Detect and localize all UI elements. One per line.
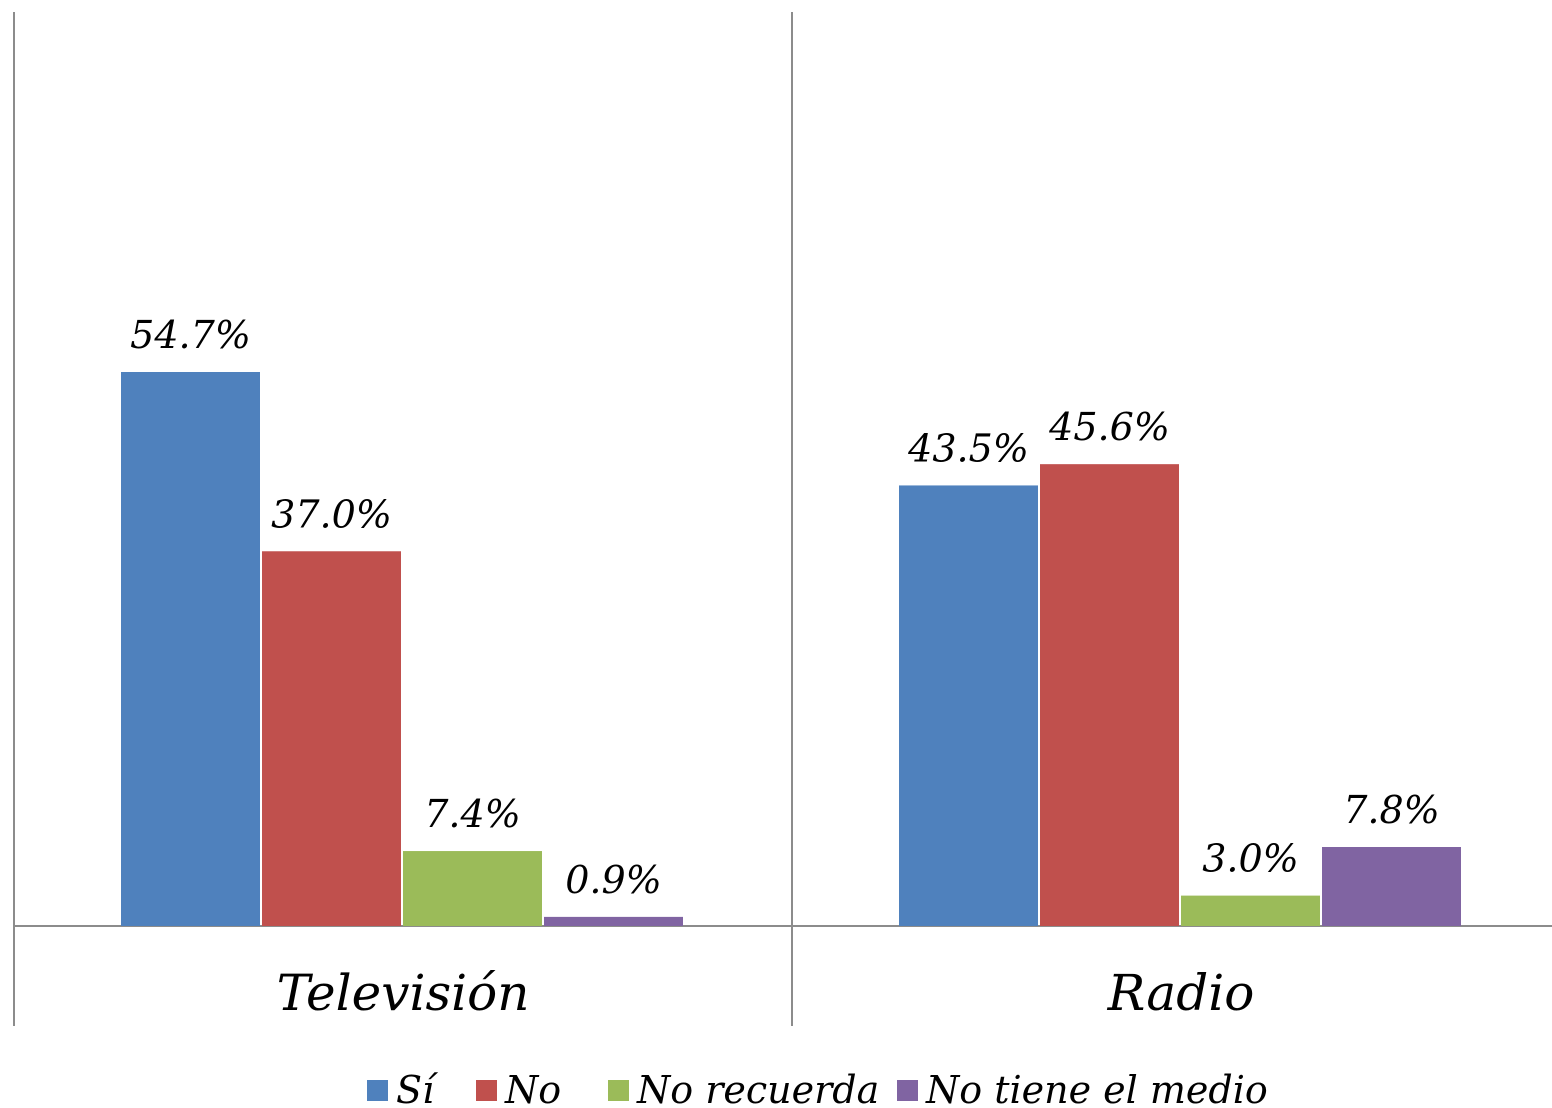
bar-value-label: 0.9% xyxy=(565,858,662,902)
bar-value-label: 54.7% xyxy=(130,313,251,357)
bar-1-2 xyxy=(1181,895,1320,926)
bar-1-3 xyxy=(1322,847,1461,926)
bar-0-2 xyxy=(403,851,542,926)
bar-value-label: 43.5% xyxy=(907,426,1029,470)
category-label: Televisión xyxy=(277,964,530,1022)
category-label: Radio xyxy=(1107,964,1255,1022)
legend-label: Sí xyxy=(396,1068,439,1108)
legend-label: No recuerda xyxy=(636,1068,879,1108)
bar-value-label: 3.0% xyxy=(1202,837,1299,881)
bar-1-0 xyxy=(899,485,1038,926)
bar-0-0 xyxy=(121,372,260,926)
bar-0-1 xyxy=(262,551,401,926)
bar-labels: 54.7% 37.0% 7.4% 0.9% 43.5% 45.6% 3.0% 7.8% xyxy=(130,313,1440,902)
legend-swatch xyxy=(476,1080,497,1101)
legend-swatch xyxy=(367,1080,388,1101)
bar-value-label: 45.6% xyxy=(1048,405,1170,449)
bar-0-3 xyxy=(544,916,683,926)
legend-label: No tiene el medio xyxy=(925,1068,1268,1108)
legend-swatch xyxy=(897,1080,918,1101)
bar-value-label: 7.4% xyxy=(424,792,521,836)
legend: Sí No No recuerda No tiene el medio xyxy=(367,1068,1268,1108)
bar-value-label: 7.8% xyxy=(1343,788,1440,832)
legend-swatch xyxy=(608,1080,629,1101)
legend-label: No xyxy=(504,1068,561,1108)
bar-value-label: 37.0% xyxy=(271,492,392,536)
bars xyxy=(121,372,1461,926)
bar-1-1 xyxy=(1040,464,1179,926)
category-labels: Televisión Radio xyxy=(277,964,1255,1022)
